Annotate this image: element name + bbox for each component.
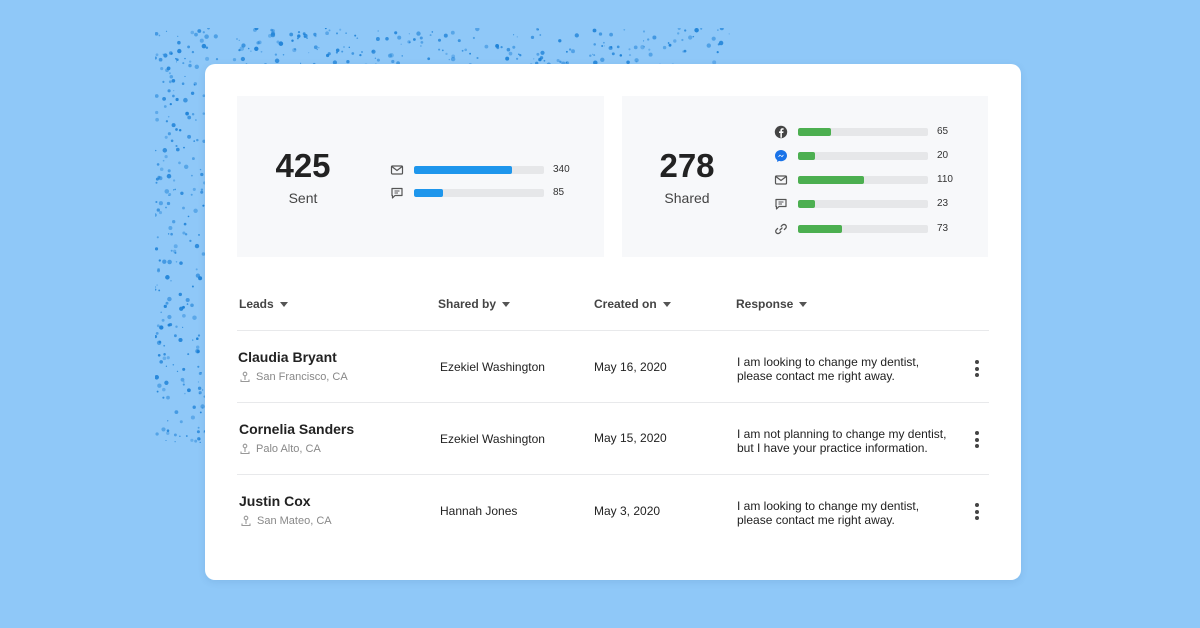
- created-on-column-header[interactable]: Created on: [594, 297, 671, 311]
- lead-name[interactable]: Cornelia Sanders: [239, 421, 355, 437]
- leads-column-header[interactable]: Leads: [239, 297, 288, 311]
- lead-name[interactable]: Justin Cox: [239, 493, 311, 509]
- row-divider: [237, 474, 989, 475]
- map-pin-icon: [240, 371, 250, 383]
- chat-bubble-icon: [391, 187, 403, 199]
- response-line: please contact me right away.: [737, 513, 895, 527]
- shared-sms-row: 23: [774, 197, 974, 211]
- lead-location: San Mateo, CA: [240, 515, 332, 527]
- leads-header-label: Leads: [239, 297, 274, 311]
- created-on-cell: May 3, 2020: [594, 504, 661, 518]
- response-line: I am looking to change my dentist,: [737, 499, 920, 513]
- shared-stats-panel: 278 Shared 65 20 110 23 73: [622, 96, 988, 257]
- response-line: please contact me right away.: [737, 369, 895, 383]
- facebook-icon: [774, 125, 788, 139]
- shared-email-count: 110: [937, 174, 953, 185]
- header-divider: [237, 330, 989, 331]
- created-on-cell: May 16, 2020: [594, 360, 667, 374]
- shared-link-bar: [798, 225, 928, 233]
- row-more-options-button[interactable]: [971, 360, 983, 380]
- shared-link-count: 73: [937, 223, 949, 234]
- link-icon: [775, 223, 787, 235]
- response-line: I am looking to change my dentist,: [737, 355, 920, 369]
- shared-total-label: Shared: [664, 190, 710, 206]
- sent-total: 425 Sent: [265, 147, 341, 207]
- sent-stats-panel: 425 Sent 340 85: [237, 96, 604, 257]
- caret-down-icon: [502, 301, 511, 307]
- envelope-icon: [774, 175, 788, 185]
- lead-location-text: San Mateo, CA: [257, 515, 332, 527]
- shared-messenger-count: 20: [937, 150, 949, 161]
- shared-by-cell: Ezekiel Washington: [440, 432, 545, 446]
- shared-sms-bar: [798, 200, 928, 208]
- lead-location-text: Palo Alto, CA: [256, 443, 321, 455]
- shared-email-bar: [798, 176, 928, 184]
- lead-location-text: San Francisco, CA: [256, 371, 348, 383]
- created-on-header-label: Created on: [594, 297, 657, 311]
- shared-by-cell: Hannah Jones: [440, 504, 518, 518]
- lead-name[interactable]: Claudia Bryant: [238, 349, 337, 365]
- sent-sms-row: 85: [390, 186, 590, 200]
- caret-down-icon: [662, 301, 671, 307]
- row-divider: [237, 402, 989, 403]
- shared-messenger-row: 20: [774, 149, 974, 163]
- messenger-icon: [775, 150, 787, 162]
- shared-by-cell: Ezekiel Washington: [440, 360, 545, 374]
- response-line: I am not planning to change my dentist,: [737, 427, 947, 441]
- shared-sms-count: 23: [937, 198, 949, 209]
- sent-sms-bar: [414, 189, 544, 197]
- map-pin-icon: [240, 443, 250, 455]
- shared-messenger-bar: [798, 152, 928, 160]
- created-on-cell: May 15, 2020: [594, 431, 667, 445]
- response-cell: I am not planning to change my dentist, …: [737, 427, 946, 455]
- shared-total-number: 278: [659, 147, 715, 184]
- lead-location: San Francisco, CA: [239, 371, 348, 383]
- lead-location: Palo Alto, CA: [239, 443, 321, 455]
- response-cell: I am looking to change my dentist, pleas…: [737, 499, 919, 527]
- shared-by-column-header[interactable]: Shared by: [438, 297, 511, 311]
- response-column-header[interactable]: Response: [736, 297, 808, 311]
- row-more-options-button[interactable]: [971, 431, 983, 451]
- sent-total-label: Sent: [288, 190, 318, 206]
- sent-email-row: 340: [390, 163, 590, 177]
- leads-dashboard-card: 425 Sent 340 85 278 Shared 65 20: [205, 64, 1021, 580]
- map-pin-icon: [241, 515, 251, 527]
- shared-total: 278 Shared: [650, 147, 724, 207]
- sent-total-number: 425: [275, 147, 331, 184]
- sent-email-bar: [414, 166, 544, 174]
- sent-sms-count: 85: [553, 187, 565, 198]
- caret-down-icon: [799, 301, 808, 307]
- response-cell: I am looking to change my dentist, pleas…: [737, 355, 919, 383]
- chat-bubble-icon: [775, 198, 787, 210]
- envelope-icon: [390, 165, 404, 175]
- shared-by-header-label: Shared by: [438, 297, 497, 311]
- response-line: but I have your practice information.: [737, 441, 928, 455]
- response-header-label: Response: [736, 297, 794, 311]
- shared-facebook-count: 65: [937, 126, 949, 137]
- shared-facebook-row: 65: [774, 125, 974, 139]
- caret-down-icon: [279, 301, 288, 307]
- sent-email-count: 340: [553, 164, 570, 175]
- shared-email-row: 110: [774, 173, 974, 187]
- row-more-options-button[interactable]: [971, 503, 983, 523]
- shared-link-row: 73: [774, 222, 974, 236]
- shared-facebook-bar: [798, 128, 928, 136]
